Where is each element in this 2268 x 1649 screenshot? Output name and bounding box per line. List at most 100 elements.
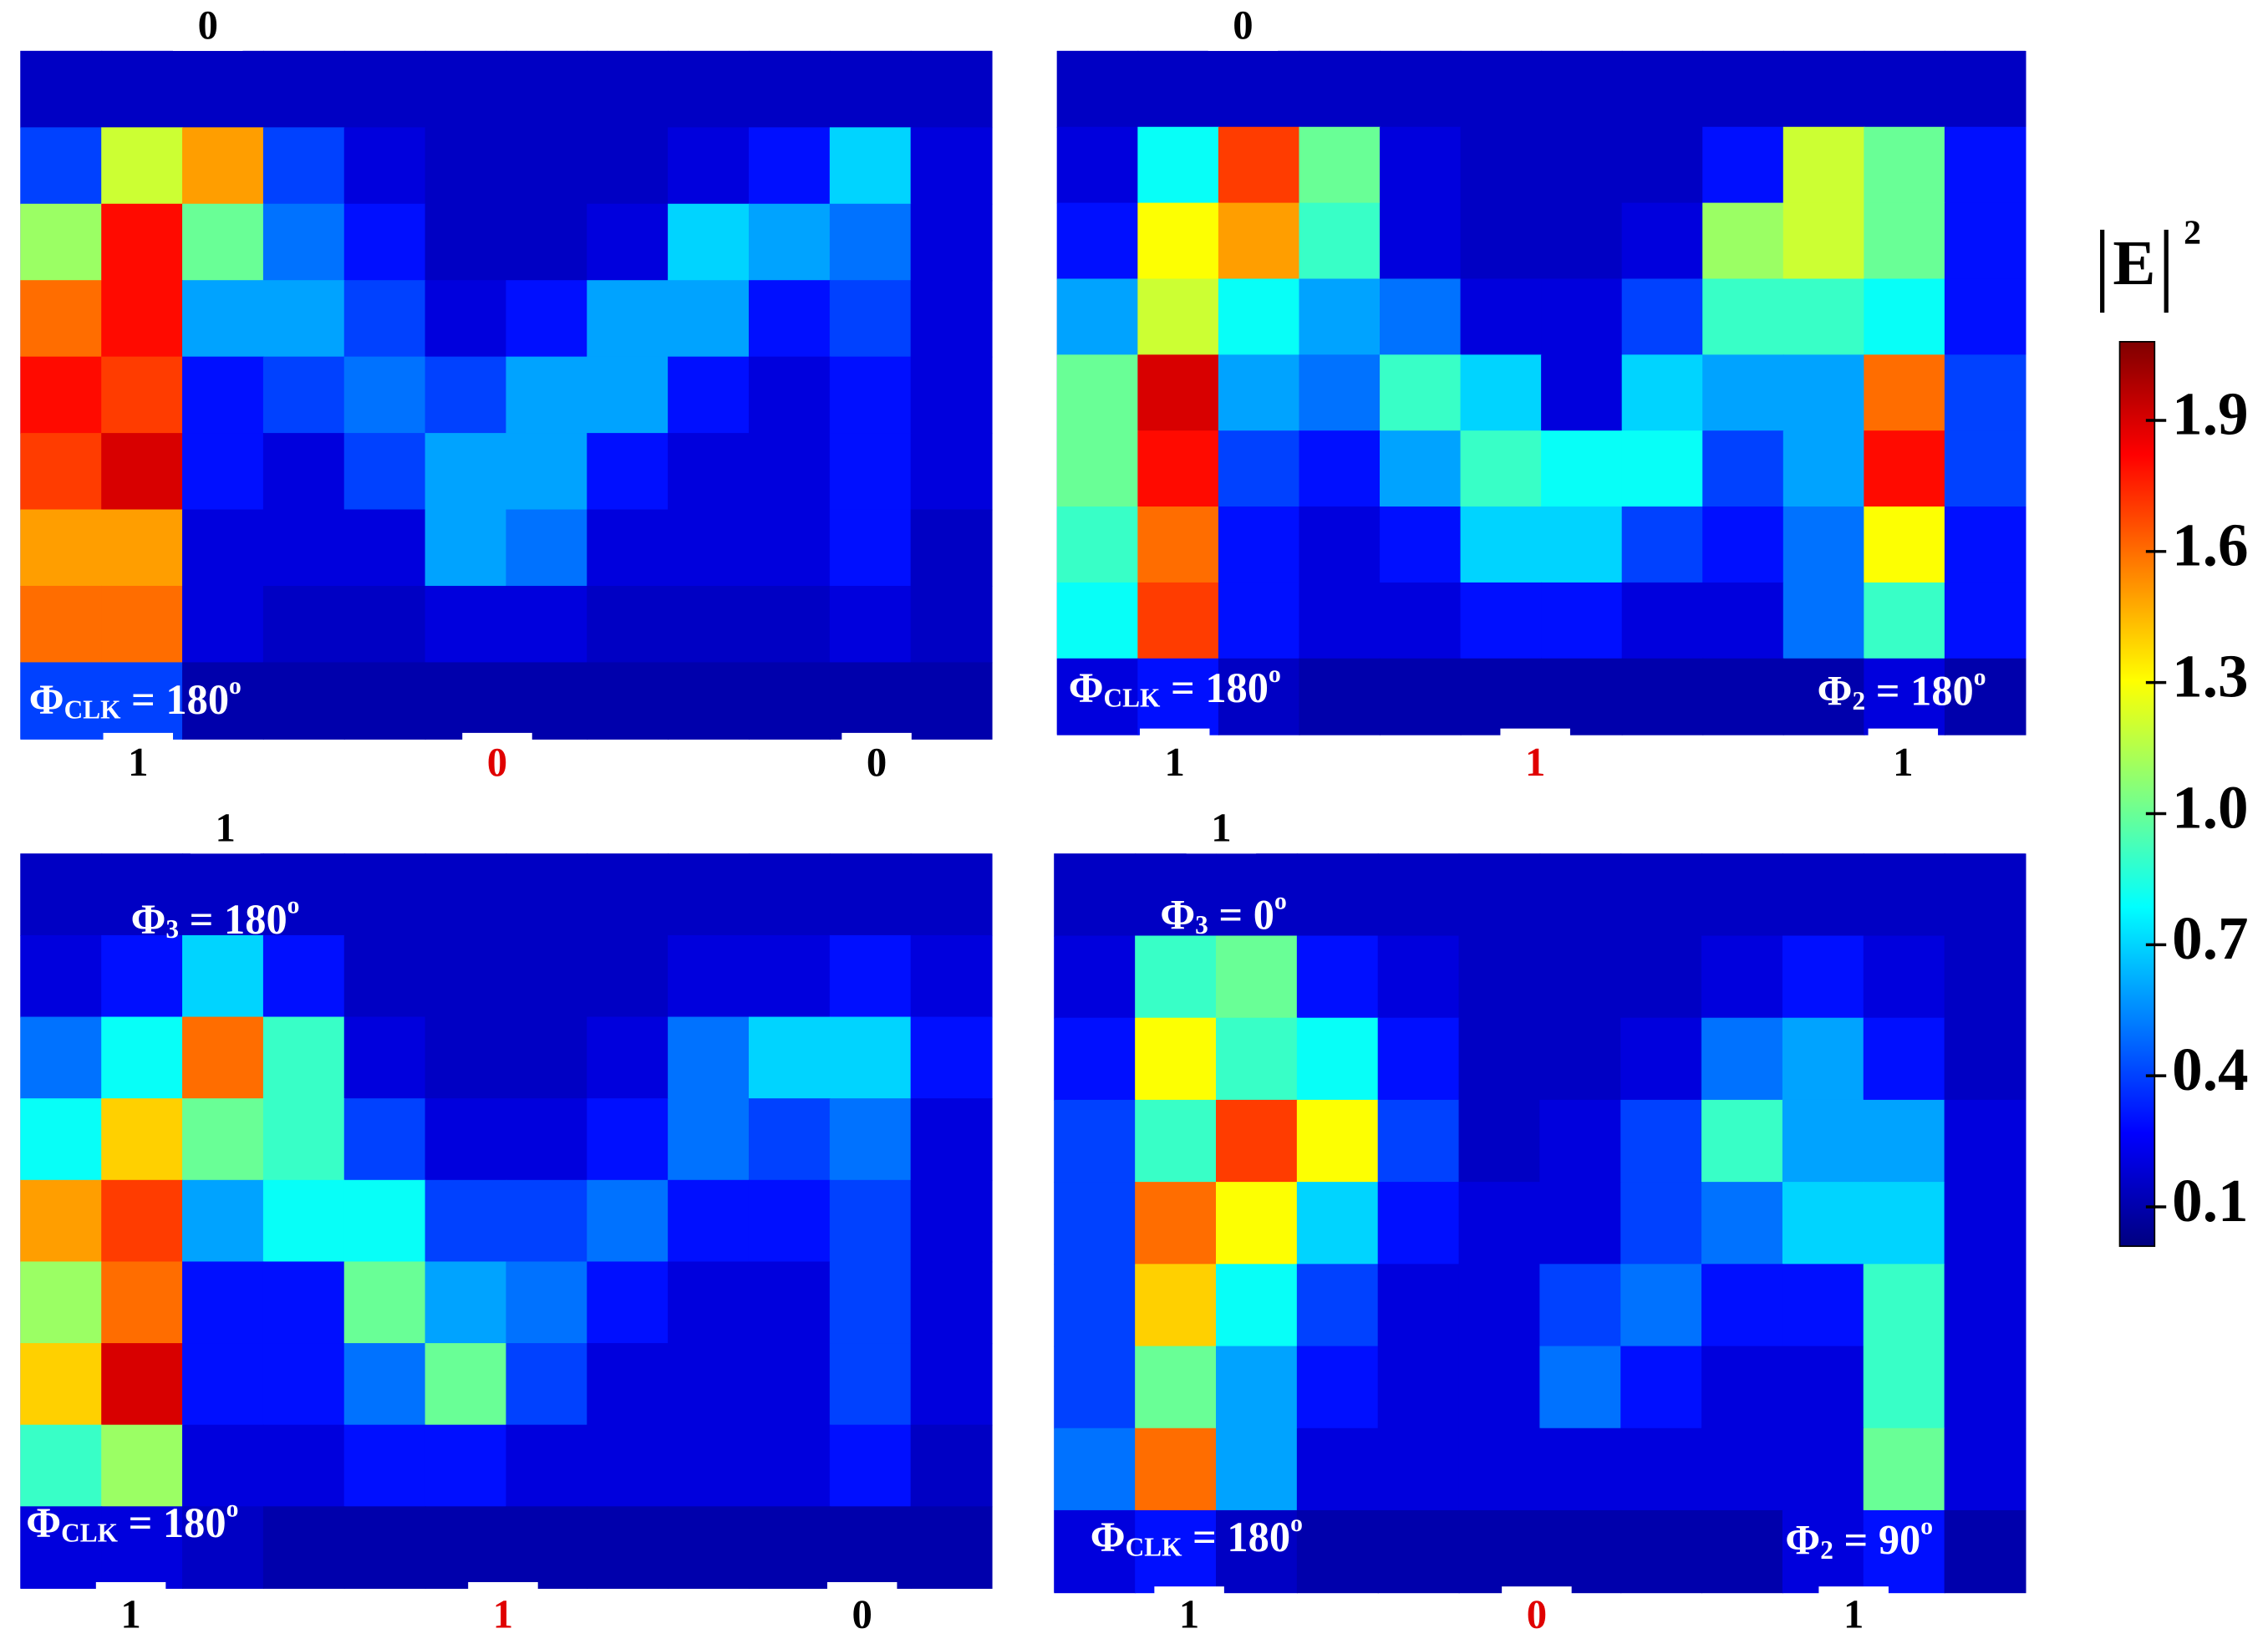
- heat-cell: [425, 1343, 507, 1426]
- heat-cell: [262, 1343, 345, 1426]
- heat-cell: [748, 356, 831, 435]
- label-tab: [103, 732, 174, 742]
- heat-cell: [1054, 1264, 1137, 1347]
- heat-cell: [1782, 1346, 1864, 1429]
- heat-cell: [1056, 126, 1139, 204]
- heat-cell: [668, 1261, 750, 1345]
- heat-cell: [343, 1506, 426, 1589]
- annotation-superscript: o: [1974, 664, 1986, 690]
- heat-cell: [182, 1016, 264, 1100]
- heat-cell: [1701, 1264, 1783, 1347]
- heat-cell: [1296, 1099, 1379, 1183]
- heat-cell: [587, 356, 669, 435]
- label-tab: [1502, 1586, 1572, 1596]
- heat-cell: [668, 1424, 750, 1508]
- heat-cell: [101, 509, 184, 588]
- heat-cell: [425, 662, 507, 740]
- heat-cell: [1944, 202, 2026, 280]
- heat-cell: [425, 356, 507, 435]
- colorbar-tick-label: 1.0: [2172, 773, 2248, 841]
- label-tab: [826, 1581, 898, 1591]
- heat-cell: [262, 1424, 345, 1508]
- heat-cell: [1782, 202, 1865, 280]
- heat-cell: [1944, 658, 2026, 735]
- heat-cell: [587, 1343, 669, 1426]
- heat-cell: [343, 853, 426, 936]
- heat-cell: [829, 662, 912, 740]
- heat-cell: [262, 280, 345, 358]
- heat-cell: [910, 1424, 993, 1508]
- heat-cell: [425, 509, 507, 588]
- heat-cell: [425, 1424, 507, 1508]
- heat-cell: [20, 1179, 103, 1263]
- heat-cell: [1782, 278, 1865, 356]
- heat-cell: [506, 1424, 588, 1508]
- heat-cell: [343, 50, 426, 129]
- heat-cell: [748, 853, 831, 936]
- heat-cell: [1944, 1017, 2026, 1101]
- heat-cell: [1621, 50, 1704, 128]
- heat-cell: [1863, 1182, 1945, 1265]
- heat-cell: [1056, 354, 1139, 432]
- heat-cell: [587, 280, 669, 358]
- heat-cell: [262, 1506, 345, 1589]
- heat-cell: [829, 1424, 912, 1508]
- heat-cell: [101, 934, 184, 1018]
- heat-cell: [1620, 1346, 1703, 1429]
- heat-cell: [748, 1261, 831, 1345]
- label-tab: [95, 1581, 166, 1591]
- heat-cell: [668, 203, 750, 282]
- heat-cell: [506, 280, 588, 358]
- heat-cell: [1541, 202, 1623, 280]
- heat-cell: [1054, 1346, 1137, 1429]
- heat-cell: [343, 356, 426, 435]
- heat-cell: [1944, 50, 2026, 128]
- heat-cell: [20, 1098, 103, 1181]
- heat-cell: [1539, 1099, 1622, 1183]
- heat-cell: [910, 280, 993, 358]
- heat-cell: [829, 203, 912, 282]
- heat-cell: [1701, 1099, 1783, 1183]
- heat-cell: [668, 280, 750, 358]
- heat-cell: [1541, 354, 1623, 432]
- heat-cell: [343, 585, 426, 664]
- heat-cell: [1377, 935, 1460, 1019]
- heat-cell: [1299, 50, 1381, 128]
- annotation-subscript: CLK: [61, 1518, 118, 1547]
- heat-cell: [1621, 354, 1704, 432]
- heat-cell: [748, 1098, 831, 1181]
- heat-cell: [343, 1098, 426, 1181]
- heat-cell: [1621, 582, 1704, 659]
- bottom-label: 0: [867, 740, 887, 785]
- heat-cell: [668, 127, 750, 205]
- heat-cell: [20, 1506, 103, 1589]
- heat-cell: [20, 1424, 103, 1508]
- heat-cell: [668, 1179, 750, 1263]
- label-tab: [173, 42, 243, 51]
- label-tab: [1154, 1586, 1224, 1596]
- heat-cell: [1702, 278, 1784, 356]
- colorbar-tick-label: 1.6: [2172, 511, 2248, 579]
- heat-cell: [910, 1179, 993, 1263]
- heat-cell: [182, 1506, 264, 1589]
- heat-cell: [182, 127, 264, 205]
- annotation: ΦCLK = 180o: [26, 1495, 238, 1547]
- annotation-text: = 90: [1833, 1516, 1920, 1563]
- heat-cell: [748, 1016, 831, 1100]
- heat-cell: [425, 1261, 507, 1345]
- heat-cell: [587, 662, 669, 740]
- heat-cell: [1056, 50, 1139, 128]
- heat-cell: [668, 509, 750, 588]
- annotation-superscript: o: [226, 1495, 239, 1522]
- heat-cell: [506, 853, 588, 936]
- heat-cell: [1864, 50, 1945, 128]
- heat-cell: [343, 1424, 426, 1508]
- label-tab: [1186, 844, 1257, 854]
- heat-cell: [1621, 202, 1704, 280]
- heat-cell: [668, 853, 750, 936]
- heat-cell: [748, 1424, 831, 1508]
- heat-cell: [343, 934, 426, 1018]
- heat-cell: [506, 1179, 588, 1263]
- annotation: Φ2 = 90o: [1785, 1513, 1933, 1565]
- heat-cell: [262, 1261, 345, 1345]
